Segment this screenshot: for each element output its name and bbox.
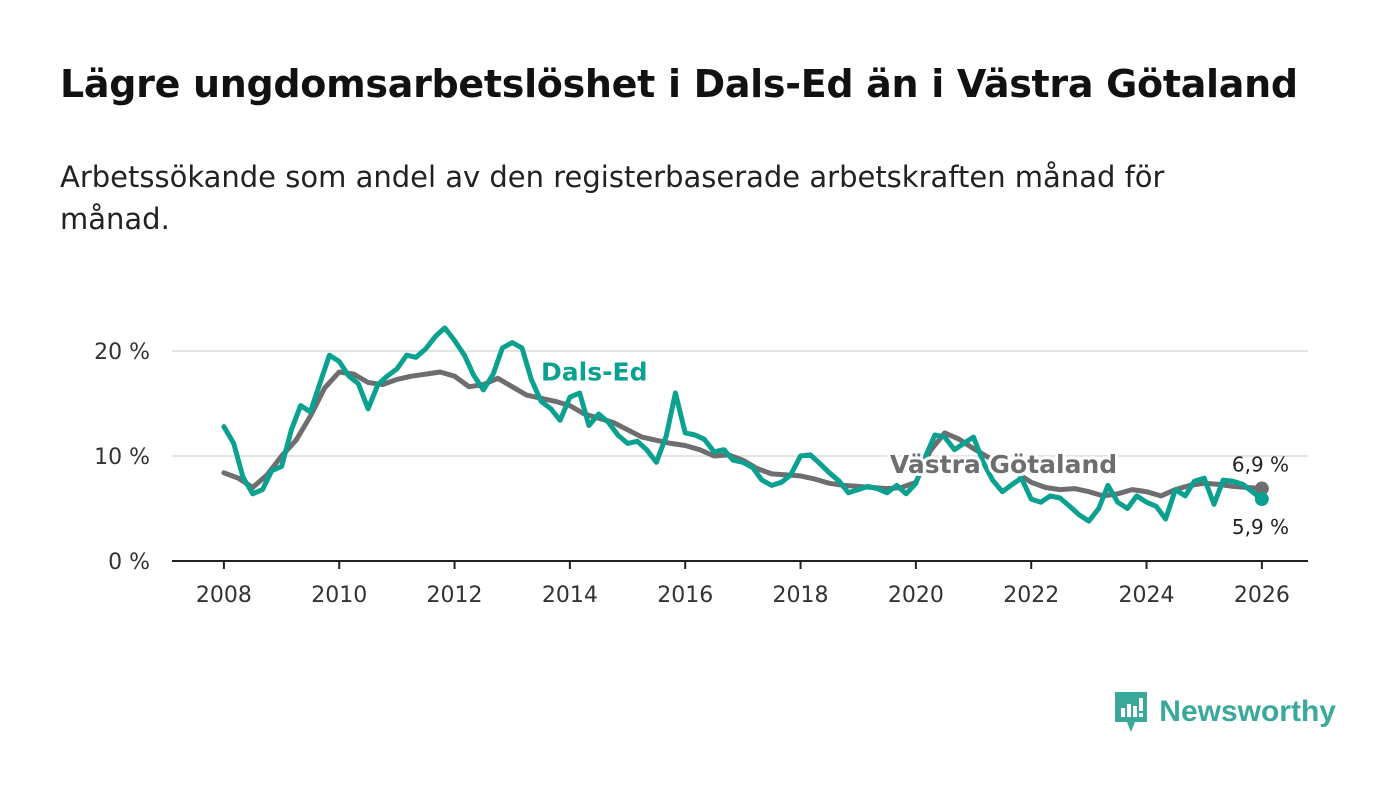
x-tick-label: 2020: [888, 583, 944, 608]
series-name-label: Dals-Ed: [541, 357, 647, 386]
x-tick-label: 2018: [773, 583, 829, 608]
x-tick-label: 2010: [311, 583, 367, 608]
series-layer: [221, 325, 1265, 524]
end-marker: [1254, 492, 1269, 507]
end-value-label: 5,9 %: [1232, 515, 1289, 539]
label-layer: 6,9 % 5,9 % Dals-Ed Västra Götaland: [538, 354, 1289, 539]
chart-title: Lägre ungdomsarbetslöshet i Dals-Ed än i…: [60, 62, 1298, 106]
x-tick-label: 2016: [657, 583, 713, 608]
y-tick-label: 20 %: [94, 340, 150, 365]
end-value-label: 6,9 %: [1232, 453, 1289, 477]
chart-subtitle: Arbetssökande som andel av den registerb…: [60, 160, 1165, 236]
x-tick-label: 2022: [1003, 583, 1059, 608]
x-tick-label: 2008: [196, 583, 252, 608]
end-marker: [1254, 481, 1269, 496]
x-tick-label: 2012: [427, 583, 483, 608]
newsworthy-logo-icon: [1115, 692, 1148, 732]
brand: Newsworthy: [1113, 690, 1336, 734]
x-tick-label: 2024: [1119, 583, 1175, 608]
series-line-dals-ed: [221, 325, 1265, 524]
y-tick-label: 0 %: [108, 550, 150, 575]
brand-name: Newsworthy: [1159, 695, 1336, 728]
x-tick-label: 2014: [542, 583, 598, 608]
line-chart: 0 % 10 % 20 % 2008 2010 2012 2014 2016 2018 2020 2…: [94, 325, 1308, 608]
y-tick-label: 10 %: [94, 445, 150, 470]
grid-layer: [172, 350, 1308, 457]
x-tick-label: 2026: [1234, 583, 1290, 608]
axis-layer: 0 % 10 % 20 % 2008 2010 2012 2014 2016 2018 2020 2…: [94, 340, 1308, 608]
series-name-label: Västra Götaland: [890, 450, 1117, 479]
